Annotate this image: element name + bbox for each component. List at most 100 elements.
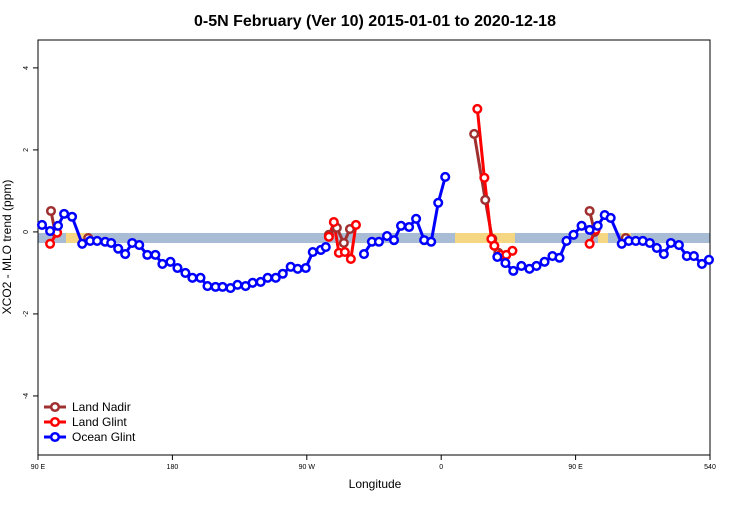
- data-point: [584, 224, 595, 235]
- data-point: [255, 276, 266, 287]
- data-point: [150, 249, 161, 260]
- data-point: [388, 235, 400, 246]
- data-point: [479, 172, 490, 183]
- data-point: [180, 267, 191, 278]
- x-tick-label: 0: [439, 464, 443, 471]
- data-point: [480, 194, 491, 205]
- data-point: [202, 280, 213, 292]
- data-point: [584, 205, 595, 217]
- data-point: [350, 219, 361, 230]
- data-point: [592, 220, 603, 231]
- data-point: [373, 236, 384, 247]
- data-point: [59, 208, 70, 219]
- y-tick-label: 0: [23, 230, 30, 234]
- series-line: [41, 176, 710, 290]
- legend-marker: [49, 416, 61, 428]
- legend-label: Land Glint: [72, 415, 127, 429]
- y-tick-label: -2: [23, 311, 30, 317]
- x-tick-label: 90 E: [31, 464, 46, 471]
- data-point: [411, 213, 422, 224]
- data-point: [270, 272, 281, 283]
- land-band: [598, 233, 608, 243]
- x-tick-label: 540: [704, 464, 716, 471]
- data-point: [262, 272, 273, 283]
- data-point: [142, 249, 153, 260]
- data-point: [508, 265, 519, 276]
- data-point: [323, 231, 334, 242]
- data-point: [92, 235, 103, 246]
- data-point: [172, 262, 183, 274]
- data-point: [561, 235, 572, 246]
- data-point: [426, 236, 437, 247]
- data-point: [307, 246, 318, 258]
- data-point: [381, 230, 393, 242]
- data-point: [568, 229, 579, 240]
- data-point: [539, 256, 550, 267]
- x-tick-label: 180: [167, 464, 179, 471]
- data-point: [345, 253, 356, 265]
- data-point: [195, 272, 206, 283]
- data-point: [52, 220, 64, 231]
- data-point: [277, 268, 288, 279]
- data-point: [395, 220, 407, 231]
- data-point: [605, 212, 616, 224]
- legend-marker: [49, 401, 61, 413]
- data-point: [584, 238, 595, 249]
- x-tick-label: 90 E: [568, 464, 583, 471]
- data-point: [358, 249, 370, 260]
- data-point: [106, 237, 117, 249]
- data-point: [232, 279, 243, 290]
- data-point: [489, 240, 500, 251]
- data-point: [113, 243, 124, 254]
- data-point: [217, 281, 228, 292]
- data-point: [66, 211, 78, 222]
- land-band: [66, 233, 88, 243]
- data-point: [320, 242, 331, 253]
- land-band: [455, 233, 515, 243]
- x-tick-label: 90 W: [299, 464, 316, 471]
- data-point: [338, 237, 349, 249]
- data-point: [404, 221, 415, 233]
- data-point: [328, 217, 339, 228]
- legend-marker: [49, 431, 61, 443]
- data-point: [165, 256, 176, 267]
- data-point: [673, 239, 684, 251]
- data-point: [300, 262, 311, 274]
- data-point: [500, 258, 511, 269]
- data-point: [703, 254, 715, 265]
- data-point: [696, 258, 707, 269]
- data-point: [554, 252, 565, 263]
- data-point: [440, 171, 451, 183]
- chart-title: 0-5N February (Ver 10) 2015-01-01 to 202…: [194, 13, 556, 30]
- data-point: [665, 237, 676, 249]
- y-tick-label: -4: [23, 393, 30, 399]
- data-point: [507, 245, 518, 256]
- x-axis-label: Longitude: [349, 477, 402, 491]
- data-point: [120, 249, 131, 260]
- data-point: [45, 238, 56, 249]
- data-point: [469, 128, 480, 139]
- data-point: [292, 263, 303, 274]
- data-point: [492, 251, 503, 262]
- y-tick-label: 2: [23, 148, 30, 152]
- data-point: [472, 103, 483, 114]
- data-point: [644, 237, 655, 249]
- data-point: [651, 242, 662, 253]
- data-point: [77, 238, 88, 249]
- legend-label: Land Nadir: [72, 400, 131, 414]
- data-point: [433, 197, 444, 208]
- data-point: [157, 258, 168, 269]
- legend-label: Ocean Glint: [72, 430, 136, 444]
- data-point: [134, 239, 145, 251]
- data-point: [516, 260, 527, 272]
- data-point: [45, 205, 57, 217]
- data-point: [531, 260, 542, 272]
- data-point: [36, 219, 48, 230]
- data-point: [658, 249, 669, 260]
- data-point: [247, 277, 258, 288]
- y-axis-label: XCO2 - MLO trend (ppm): [0, 180, 14, 315]
- plot-frame: [37, 39, 711, 456]
- data-point: [576, 220, 587, 231]
- y-tick-label: 4: [23, 66, 30, 70]
